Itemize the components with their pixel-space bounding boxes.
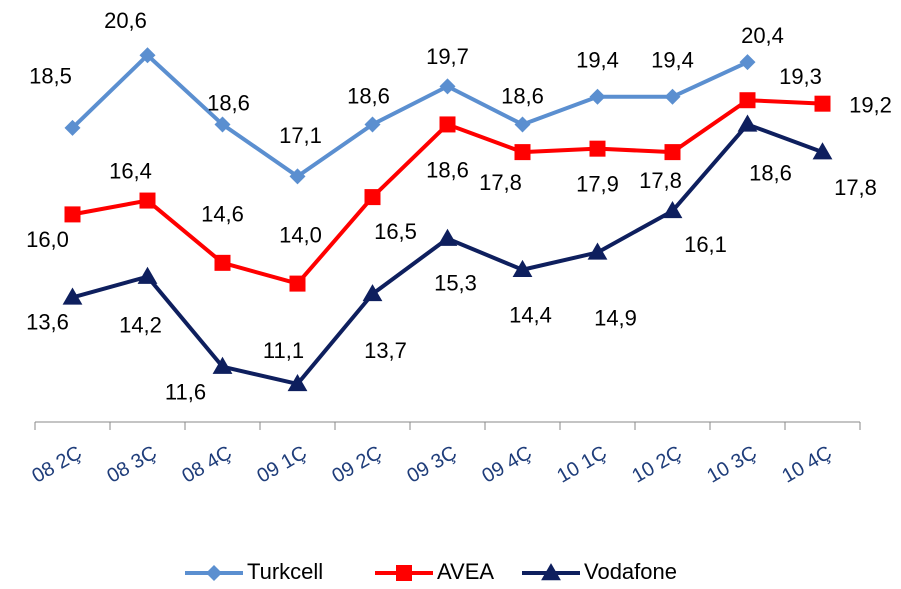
- x-tick-label: 08 4Ç: [178, 442, 235, 488]
- data-label: 13,7: [364, 338, 407, 363]
- data-label: 15,3: [434, 270, 477, 295]
- data-label: 17,8: [639, 168, 682, 193]
- x-tick-label: 09 4Ç: [478, 442, 535, 488]
- marker: [289, 275, 306, 292]
- data-label: 18,6: [749, 160, 792, 185]
- data-label: 16,1: [684, 232, 727, 257]
- data-label: 17,1: [279, 123, 322, 148]
- data-label: 14,6: [201, 202, 244, 227]
- data-label: 19,4: [576, 48, 619, 73]
- data-label: 13,6: [26, 309, 69, 334]
- marker: [662, 201, 683, 219]
- marker: [139, 47, 156, 64]
- marker: [212, 356, 233, 374]
- marker: [214, 116, 231, 133]
- data-label: 18,6: [501, 83, 544, 108]
- x-tick-label: 08 3Ç: [103, 442, 160, 488]
- marker: [439, 116, 456, 133]
- x-tick-label: 09 2Ç: [328, 442, 385, 488]
- marker: [439, 78, 456, 95]
- data-label: 14,9: [594, 305, 637, 330]
- marker: [62, 287, 83, 305]
- marker: [287, 374, 308, 392]
- marker: [514, 144, 531, 161]
- legend-label: Vodafone: [584, 559, 677, 584]
- marker: [437, 228, 458, 246]
- marker: [362, 284, 383, 302]
- marker: [589, 88, 606, 105]
- marker: [664, 88, 681, 105]
- marker: [214, 254, 231, 271]
- data-label: 20,6: [104, 8, 147, 33]
- data-label: 14,2: [119, 312, 162, 337]
- data-label: 14,4: [509, 303, 552, 328]
- marker: [812, 142, 833, 160]
- marker: [364, 189, 381, 206]
- data-label: 17,8: [479, 170, 522, 195]
- marker: [396, 565, 412, 581]
- x-tick-label: 10 1Ç: [553, 442, 610, 488]
- data-label: 11,1: [263, 338, 304, 363]
- legend-label: Turkcell: [247, 559, 323, 584]
- data-label: 16,5: [374, 219, 417, 244]
- data-label: 17,9: [576, 171, 619, 196]
- x-tick-label: 10 2Ç: [628, 442, 685, 488]
- marker: [139, 192, 156, 209]
- marker: [737, 114, 758, 132]
- marker: [289, 168, 306, 185]
- data-label: 14,0: [279, 222, 322, 247]
- marker: [739, 92, 756, 109]
- marker: [206, 565, 222, 581]
- marker: [589, 140, 606, 157]
- data-label: 17,8: [834, 175, 877, 200]
- legend-label: AVEA: [437, 559, 494, 584]
- data-label: 18,6: [207, 90, 250, 115]
- x-tick-label: 10 4Ç: [778, 442, 835, 488]
- data-label: 20,4: [741, 23, 784, 48]
- marker: [64, 119, 81, 136]
- data-label: 18,6: [347, 83, 390, 108]
- marker: [64, 206, 81, 223]
- data-label: 18,6: [426, 157, 469, 182]
- marker: [664, 144, 681, 161]
- data-label: 19,3: [779, 64, 822, 89]
- marker: [541, 563, 561, 581]
- data-label: 19,4: [651, 48, 694, 73]
- marker: [514, 116, 531, 133]
- marker: [587, 242, 608, 260]
- x-tick-label: 09 1Ç: [253, 442, 310, 488]
- data-label: 19,7: [426, 44, 469, 69]
- marker: [137, 266, 158, 284]
- x-tick-label: 10 3Ç: [703, 442, 760, 488]
- data-label: 11,6: [165, 379, 206, 404]
- x-tick-label: 08 2Ç: [28, 442, 85, 488]
- marker: [364, 116, 381, 133]
- data-label: 16,0: [26, 227, 69, 252]
- marker: [739, 54, 756, 71]
- marker: [512, 259, 533, 277]
- series-line: [71, 53, 749, 179]
- data-label: 19,2: [849, 92, 892, 117]
- marker: [814, 95, 831, 112]
- data-label: 18,5: [29, 64, 72, 89]
- x-tick-label: 09 3Ç: [403, 442, 460, 488]
- data-label: 16,4: [109, 158, 152, 183]
